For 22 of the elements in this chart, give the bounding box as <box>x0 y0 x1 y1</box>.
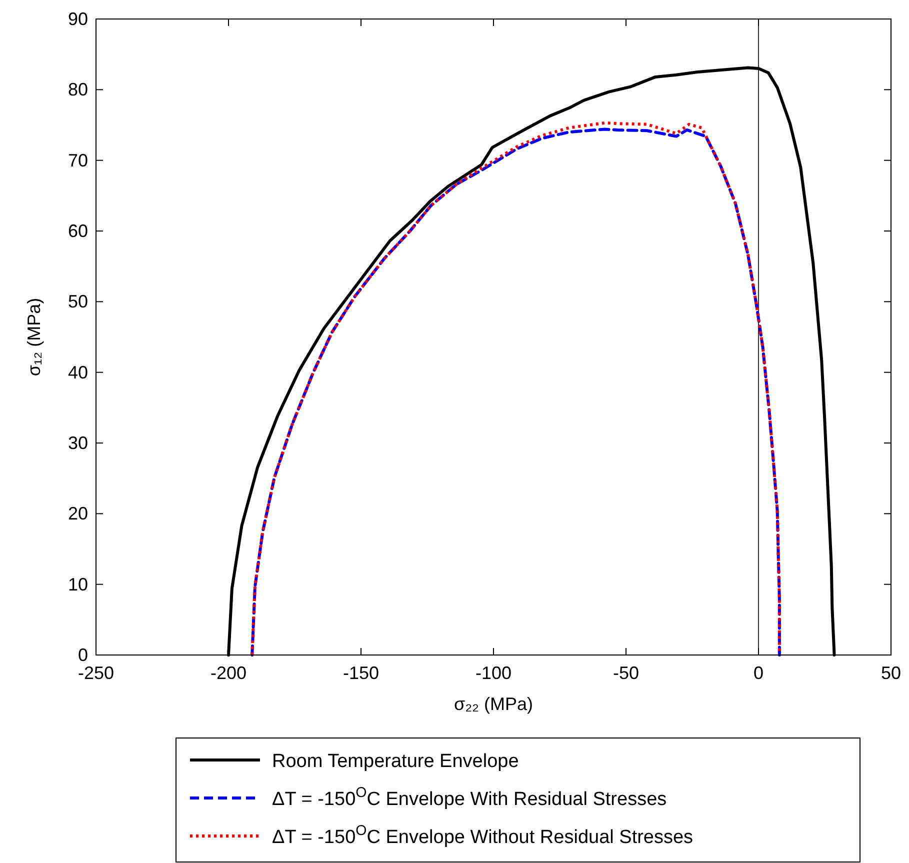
x-tick-label: -150 <box>342 663 380 683</box>
x-tick-label: 50 <box>880 663 902 683</box>
y-tick-label: 50 <box>68 292 88 312</box>
y-tick-label: 20 <box>68 504 88 524</box>
legend-label: ΔT = -150$^{O}$C Envelope Without Residual Stresses <box>272 823 694 848</box>
x-axis-title: σ₂₂ (MPa) <box>454 694 534 714</box>
x-tick-label: -200 <box>210 663 247 683</box>
legend-label: ΔT = -150$^{O}$C Envelope With Residual Stresses <box>272 785 667 810</box>
y-tick-label: 40 <box>68 362 88 382</box>
x-tick-label: -250 <box>78 663 114 683</box>
y-tick-label: 80 <box>68 80 88 100</box>
y-tick-label: 0 <box>78 645 88 665</box>
y-axis-title: σ₁₂ (MPa) <box>24 298 44 376</box>
y-tick-label: 70 <box>68 150 88 170</box>
y-tick-label: 30 <box>68 433 88 453</box>
y-tick-label: 90 <box>68 9 88 29</box>
y-tick-label: 60 <box>68 221 88 241</box>
x-tick-label: 0 <box>753 663 764 683</box>
x-tick-label: -50 <box>612 663 640 683</box>
x-tick-label: -100 <box>475 663 512 683</box>
y-tick-label: 10 <box>68 574 88 594</box>
legend-label: Room Temperature Envelope <box>272 751 519 772</box>
